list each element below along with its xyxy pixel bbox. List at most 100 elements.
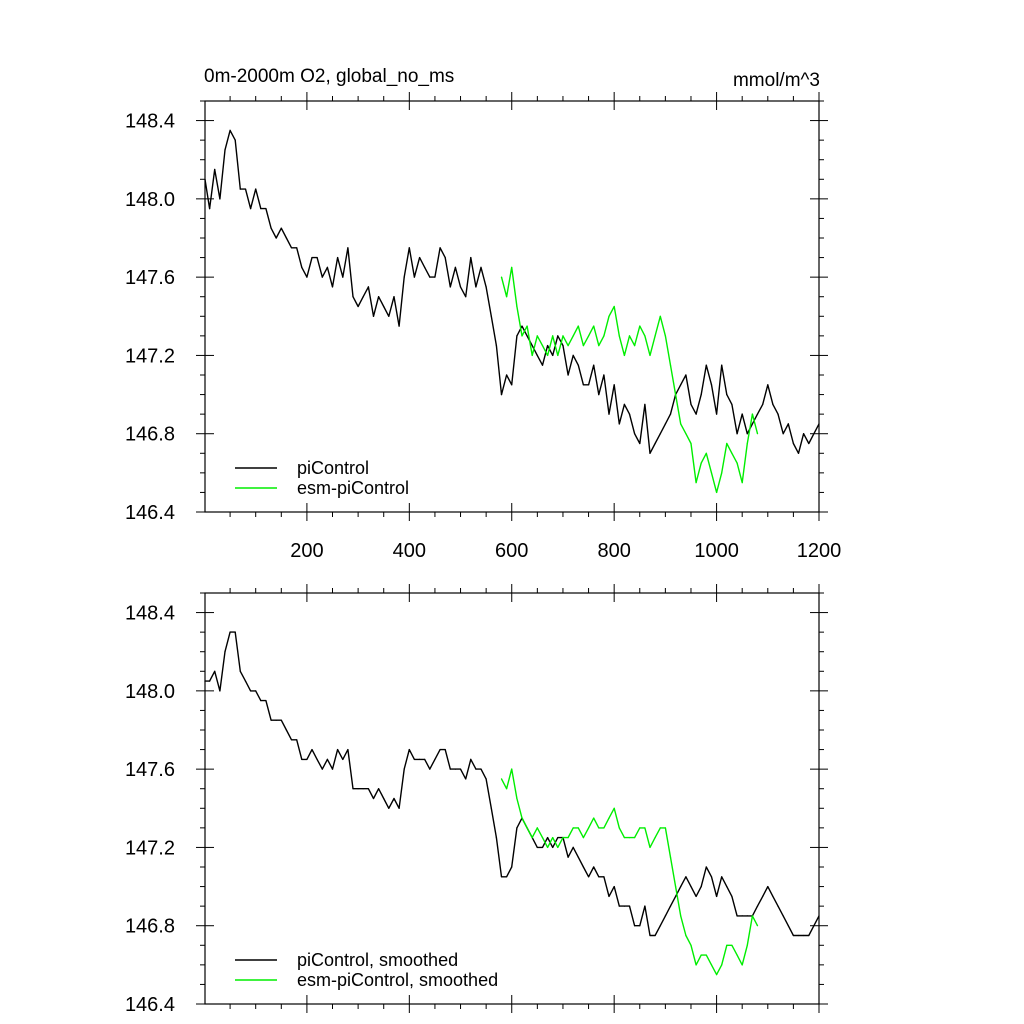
top-data-point-picontrol xyxy=(331,286,334,288)
bottom-plot-frame xyxy=(204,592,820,1005)
bottom-data-point-esm-picontrol-smoothed xyxy=(680,915,682,917)
bottom-data-point-picontrol-smoothed xyxy=(434,758,436,761)
top-data-point-picontrol xyxy=(475,286,477,288)
top-data-point-picontrol xyxy=(511,384,513,386)
top-data-point-picontrol xyxy=(582,384,585,386)
top-data-point-picontrol xyxy=(219,198,221,200)
top-data-point-picontrol xyxy=(705,364,707,366)
top-data-point-picontrol xyxy=(700,394,702,396)
top-data-point-picontrol xyxy=(214,168,216,171)
top-data-point-esm-picontrol xyxy=(613,305,615,308)
bottom-data-point-picontrol-smoothed xyxy=(741,915,743,917)
top-data-point-picontrol xyxy=(326,266,328,268)
bottom-data-point-esm-picontrol-smoothed xyxy=(700,954,702,956)
top-data-point-esm-picontrol xyxy=(618,335,620,337)
top-data-point-picontrol xyxy=(792,442,795,445)
bottom-data-point-picontrol-smoothed xyxy=(628,905,631,907)
top-data-point-picontrol xyxy=(649,452,651,454)
top-data-point-esm-picontrol xyxy=(593,325,595,327)
bottom-data-point-picontrol-smoothed xyxy=(424,758,426,761)
bottom-data-point-picontrol-smoothed xyxy=(726,886,728,888)
bottom-data-point-esm-picontrol-smoothed xyxy=(634,837,636,839)
bottom-data-point-picontrol-smoothed xyxy=(588,876,590,878)
bottom-data-point-picontrol-smoothed xyxy=(239,670,241,672)
bottom-data-point-picontrol-smoothed xyxy=(797,934,800,937)
top-data-point-picontrol xyxy=(716,413,718,415)
top-data-point-picontrol xyxy=(234,139,236,141)
top-data-point-picontrol xyxy=(316,257,318,259)
top-data-point-esm-picontrol xyxy=(634,345,636,347)
bottom-data-point-esm-picontrol-smoothed xyxy=(516,797,518,800)
bottom-data-point-esm-picontrol-smoothed xyxy=(613,807,615,809)
bottom-data-point-esm-picontrol-smoothed xyxy=(654,837,656,839)
top-data-point-esm-picontrol xyxy=(603,335,605,337)
top-data-point-picontrol xyxy=(664,423,667,425)
bottom-data-point-esm-picontrol-smoothed xyxy=(623,837,626,839)
bottom-data-point-picontrol-smoothed xyxy=(275,719,277,721)
top-data-point-picontrol xyxy=(500,394,503,396)
bottom-data-point-esm-picontrol-smoothed xyxy=(685,934,687,937)
bottom-data-point-picontrol-smoothed xyxy=(301,758,303,761)
bottom-data-point-picontrol-smoothed xyxy=(229,631,231,633)
top-data-point-picontrol xyxy=(787,423,789,425)
bottom-data-point-esm-picontrol-smoothed xyxy=(572,827,574,829)
bottom-data-point-picontrol-smoothed xyxy=(331,768,334,770)
bottom-data-point-picontrol-smoothed xyxy=(536,846,538,849)
top-data-point-picontrol xyxy=(357,305,359,308)
top-data-point-esm-picontrol xyxy=(526,325,528,327)
top-data-point-picontrol xyxy=(224,149,226,151)
top-data-point-picontrol xyxy=(480,266,482,268)
top-data-point-picontrol xyxy=(398,325,400,327)
top-data-point-picontrol xyxy=(613,384,615,386)
top-xtick-label: 800 xyxy=(597,540,630,562)
bottom-data-point-picontrol-smoothed xyxy=(480,768,482,770)
bottom-data-point-esm-picontrol-smoothed xyxy=(710,964,713,966)
top-data-point-picontrol xyxy=(347,247,349,249)
top-data-point-esm-picontrol xyxy=(506,296,508,298)
top-data-point-picontrol xyxy=(378,296,380,298)
top-data-point-esm-picontrol xyxy=(721,472,723,474)
bottom-data-point-picontrol-smoothed xyxy=(613,886,615,888)
bottom-data-point-picontrol-smoothed xyxy=(731,895,733,898)
bottom-data-point-picontrol-smoothed xyxy=(321,768,323,770)
bottom-data-point-esm-picontrol-smoothed xyxy=(557,846,559,849)
bottom-data-point-esm-picontrol-smoothed xyxy=(618,827,620,829)
bottom-data-point-picontrol-smoothed xyxy=(582,866,585,868)
top-data-point-picontrol xyxy=(306,276,308,278)
top-data-point-esm-picontrol xyxy=(511,266,513,268)
bottom-data-point-esm-picontrol-smoothed xyxy=(603,827,605,829)
top-data-point-picontrol xyxy=(726,394,728,396)
top-data-point-picontrol xyxy=(669,413,672,415)
top-data-point-picontrol xyxy=(767,384,769,386)
bottom-ytick-label: 146.4 xyxy=(125,994,175,1016)
top-data-point-esm-picontrol xyxy=(521,335,523,337)
top-data-point-picontrol xyxy=(459,286,462,288)
bottom-data-point-picontrol-smoothed xyxy=(777,905,779,907)
top-data-point-picontrol xyxy=(526,335,528,337)
bottom-data-point-esm-picontrol-smoothed xyxy=(746,944,748,946)
top-data-point-esm-picontrol xyxy=(500,276,503,278)
top-data-point-picontrol xyxy=(731,403,733,405)
bottom-data-point-picontrol-smoothed xyxy=(250,690,252,692)
top-data-point-picontrol xyxy=(593,364,595,366)
bottom-ytick-label: 146.8 xyxy=(125,916,175,938)
bottom-data-point-picontrol-smoothed xyxy=(511,866,513,868)
bottom-data-point-esm-picontrol-smoothed xyxy=(736,954,738,956)
bottom-data-point-esm-picontrol-smoothed xyxy=(567,837,569,839)
bottom-data-point-esm-picontrol-smoothed xyxy=(506,788,508,790)
bottom-data-point-picontrol-smoothed xyxy=(495,837,497,839)
top-data-point-picontrol xyxy=(362,296,364,298)
top-data-point-picontrol xyxy=(301,266,303,268)
top-data-point-picontrol xyxy=(741,413,743,415)
top-data-point-picontrol xyxy=(439,247,441,249)
bottom-data-point-picontrol-smoothed xyxy=(234,631,236,633)
top-series-line-picontrol xyxy=(204,129,820,454)
bottom-series-line-esm-picontrol-smoothed xyxy=(500,768,759,976)
top-data-point-esm-picontrol xyxy=(572,335,574,337)
bottom-data-point-esm-picontrol-smoothed xyxy=(726,944,728,946)
top-data-point-picontrol xyxy=(413,276,415,278)
top-xtick-label: 1000 xyxy=(694,540,739,562)
bottom-data-point-esm-picontrol-smoothed xyxy=(664,827,667,829)
bottom-data-point-picontrol-smoothed xyxy=(623,905,626,907)
top-data-point-picontrol xyxy=(454,266,456,268)
